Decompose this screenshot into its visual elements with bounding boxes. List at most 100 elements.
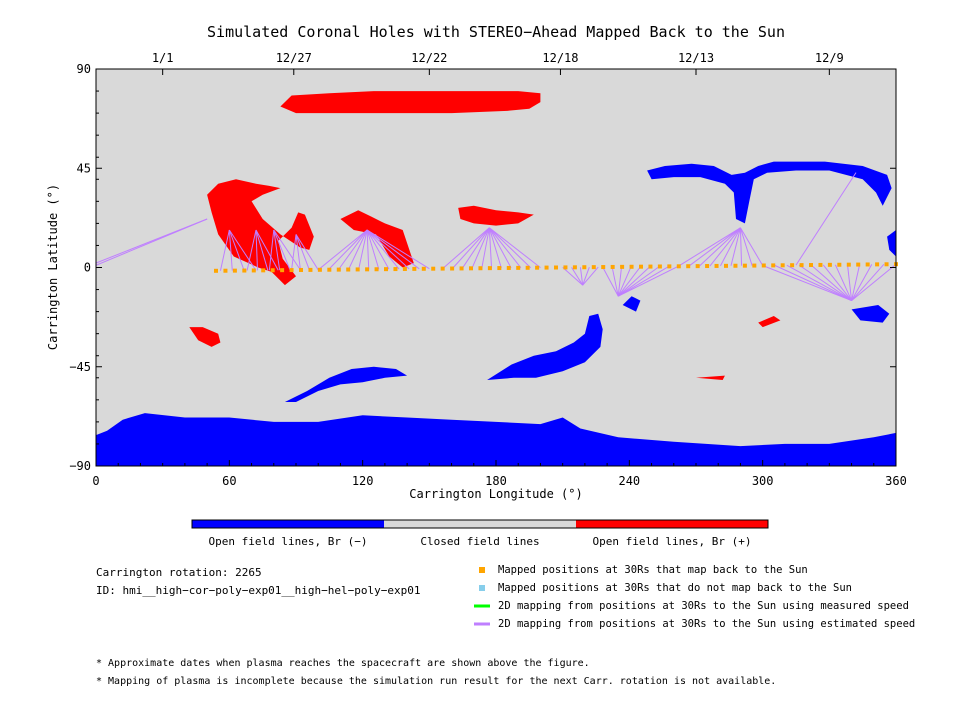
mapped-position-61 xyxy=(790,263,795,268)
mapping-line-10-7 xyxy=(847,264,853,301)
mapping-line-2-1 xyxy=(255,229,258,271)
mapped-position-8 xyxy=(289,268,294,273)
colorbar-label-2: Open field lines, Br (+) xyxy=(593,535,752,548)
mapping-line-5-6 xyxy=(366,229,380,270)
x-tick-label-5: 300 xyxy=(752,474,774,488)
top-date-label-4: 12/13 xyxy=(678,51,714,65)
mapped-position-62 xyxy=(799,263,804,268)
mapped-position-52 xyxy=(705,264,710,269)
mapped-position-37 xyxy=(563,265,568,270)
mapped-position-60 xyxy=(780,263,785,268)
mapping-line-9-4 xyxy=(720,227,741,267)
mapped-position-55 xyxy=(733,263,738,268)
top-date-label-3: 12/18 xyxy=(542,51,578,65)
mapping-line-10-5 xyxy=(822,264,852,301)
mapping-line-1-3 xyxy=(228,229,257,271)
chart-title: Simulated Coronal Holes with STEREO−Ahea… xyxy=(207,23,785,41)
mapped-position-1 xyxy=(223,268,228,273)
mapping-line-6-8 xyxy=(488,227,522,269)
mapping-line-7-1 xyxy=(571,267,584,286)
mapping-lines xyxy=(96,172,896,302)
mapping-line-9-6 xyxy=(739,227,743,266)
mapping-line-6-1 xyxy=(452,227,490,269)
mapped-position-14 xyxy=(346,267,351,272)
top-date-label-1: 12/27 xyxy=(276,51,312,65)
mapped-position-42 xyxy=(610,264,615,269)
mapped-position-24 xyxy=(440,266,445,271)
coronal-hole-regions xyxy=(96,91,896,466)
mapped-position-15 xyxy=(355,267,360,272)
mapping-line-3-0 xyxy=(268,229,275,271)
mapping-line-8-3 xyxy=(617,266,632,297)
mapping-line-10-10 xyxy=(851,263,885,301)
mapping-line-9-7 xyxy=(739,227,753,266)
mapping-line-10-3 xyxy=(798,264,852,301)
mapped-position-40 xyxy=(591,265,596,270)
mapping-line-5-0 xyxy=(317,229,368,271)
mapping-line-3-2 xyxy=(273,229,291,271)
mapping-line-7-0 xyxy=(562,267,583,286)
mapped-position-21 xyxy=(412,266,417,271)
axes: 0 60 120 180 240 300 360 −90 −45 0 45 90 1/1 12/27 12/… xyxy=(69,51,907,488)
mapped-position-50 xyxy=(686,264,691,269)
mapping-line-8-1 xyxy=(611,266,619,297)
legend-label-3: 2D mapping from positions at 30Rs to the… xyxy=(498,618,915,630)
mapping-line-6-7 xyxy=(488,227,512,269)
mapping-line-3-3 xyxy=(273,229,301,271)
open-positive-region-1 xyxy=(207,179,314,286)
mapped-position-18 xyxy=(384,267,388,272)
mapped-position-67 xyxy=(846,262,851,267)
mapping-line-9-3 xyxy=(709,227,741,267)
colorbar-segment-1 xyxy=(384,520,576,528)
mapped-position-38 xyxy=(572,265,577,270)
mapped-position-66 xyxy=(837,262,842,267)
mapping-line-8-7 xyxy=(617,265,670,297)
mapped-position-31 xyxy=(506,265,511,270)
mapping-line-5-8 xyxy=(366,229,400,270)
open-positive-region-6 xyxy=(696,375,725,380)
mapped-position-71 xyxy=(884,262,889,267)
legend-label-0: Mapped positions at 30Rs that map back t… xyxy=(498,564,808,576)
mapping-line-10-2 xyxy=(786,264,852,302)
mapping-line-2-0 xyxy=(246,229,257,271)
mapped-position-63 xyxy=(809,263,813,268)
note-incomplete: * Mapping of plasma is incomplete becaus… xyxy=(96,676,776,687)
mapping-line-8-2 xyxy=(617,266,623,297)
mapped-position-9 xyxy=(299,267,303,272)
mapping-line-10-8 xyxy=(851,264,861,301)
legend-label-1: Mapped positions at 30Rs that do not map… xyxy=(498,582,852,594)
mapped-position-0 xyxy=(214,268,218,273)
mapped-position-48 xyxy=(667,264,672,269)
mapped-position-20 xyxy=(402,266,407,271)
mapped-position-3 xyxy=(242,268,247,273)
mapped-position-45 xyxy=(639,264,643,269)
open-positive-region-5 xyxy=(758,316,781,328)
open-negative-region-6 xyxy=(887,230,896,257)
mapping-line-1-1 xyxy=(228,229,233,271)
carrington-rotation: Carrington rotation: 2265 xyxy=(96,566,262,579)
mapped-position-2 xyxy=(232,268,237,273)
mapped-position-39 xyxy=(582,265,587,270)
x-tick-label-1: 60 xyxy=(222,474,236,488)
legend: Mapped positions at 30Rs that map back t… xyxy=(474,564,915,630)
mapped-position-49 xyxy=(676,264,681,269)
open-negative-region-3 xyxy=(622,296,641,312)
mapping-line-10-9 xyxy=(851,264,873,301)
mapping-line-10-1 xyxy=(774,264,852,302)
y-tick-label-0: −90 xyxy=(69,459,91,473)
mapping-line-10-4 xyxy=(810,264,852,301)
mapped-position-69 xyxy=(865,262,870,267)
mapped-position-23 xyxy=(431,266,436,271)
mapping-line-8-8 xyxy=(617,265,679,297)
mapped-position-13 xyxy=(336,267,341,272)
mapped-position-53 xyxy=(714,263,719,268)
mapping-line-2-3 xyxy=(255,229,279,271)
note-dates: * Approximate dates when plasma reaches … xyxy=(96,658,590,669)
mapping-line-6-9 xyxy=(488,227,532,269)
mapping-line-4-3 xyxy=(295,234,319,271)
mapped-position-51 xyxy=(695,264,700,269)
mapping-line-9-5 xyxy=(730,227,741,266)
mapped-positions-track xyxy=(214,262,898,273)
x-tick-label-3: 180 xyxy=(485,474,507,488)
mapping-line-6-2 xyxy=(461,227,490,269)
